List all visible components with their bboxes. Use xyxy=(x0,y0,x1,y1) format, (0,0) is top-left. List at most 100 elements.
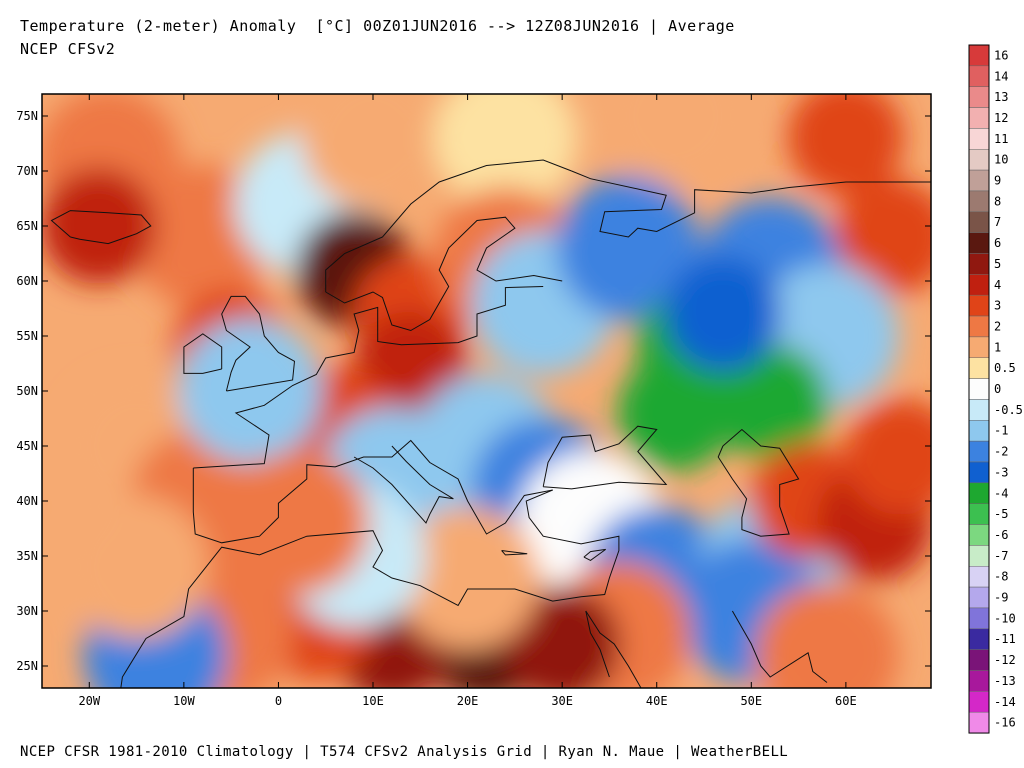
colorbar-swatch xyxy=(968,336,990,358)
coastline xyxy=(583,548,606,561)
lon-tick-label: 60E xyxy=(835,694,857,708)
coastline xyxy=(325,216,563,332)
lat-tick-label: 30N xyxy=(16,604,38,618)
anomaly-region xyxy=(395,506,540,650)
lat-tick-label: 40N xyxy=(16,494,38,508)
colorbar-swatch xyxy=(968,607,990,630)
anomaly-region xyxy=(433,94,578,210)
lat-tick-label: 35N xyxy=(16,549,38,563)
colorbar-swatch xyxy=(968,399,990,421)
anomaly-region xyxy=(504,586,621,688)
colorbar-swatch xyxy=(968,65,990,87)
colorbar-label: 7 xyxy=(994,215,1001,229)
lat-tick-label: 75N xyxy=(16,109,38,123)
coastline xyxy=(501,550,528,556)
colorbar-swatch xyxy=(968,691,990,713)
anomaly-region xyxy=(712,344,829,460)
lon-tick-label: 20W xyxy=(78,694,100,708)
colorbar-label: -11 xyxy=(994,632,1016,646)
colorbar-label: -1 xyxy=(994,424,1008,438)
colorbar-label: -3 xyxy=(994,465,1008,479)
colorbar-label: 16 xyxy=(994,48,1008,62)
anomaly-region xyxy=(225,451,370,595)
colorbar-swatch xyxy=(968,503,990,525)
lon-tick-label: 10E xyxy=(362,694,384,708)
anomaly-field xyxy=(42,94,931,688)
colorbar-swatch xyxy=(968,566,990,588)
coastlines xyxy=(50,159,931,688)
lat-tick-label: 70N xyxy=(16,164,38,178)
colorbar-label: -5 xyxy=(994,507,1008,521)
lon-tick-label: 50E xyxy=(740,694,762,708)
colorbar-label: 4 xyxy=(994,278,1001,292)
anomaly-region xyxy=(178,319,323,463)
lat-tick-label: 45N xyxy=(16,439,38,453)
lat-tick-label: 50N xyxy=(16,384,38,398)
anomaly-region xyxy=(844,399,931,515)
colorbar-label: 1 xyxy=(994,340,1001,354)
coastline xyxy=(120,489,620,688)
coastline xyxy=(353,445,454,524)
coastline xyxy=(183,333,223,374)
anomaly-region xyxy=(664,256,781,372)
anomaly-region xyxy=(754,583,899,688)
colorbar-label: 0.5 xyxy=(994,361,1016,375)
coastline xyxy=(325,159,572,292)
colorbar-swatch xyxy=(968,628,990,650)
anomaly-region xyxy=(42,168,157,284)
colorbar-swatch xyxy=(968,524,990,546)
credit-footer: NCEP CFSR 1981-2010 Climatology | T574 C… xyxy=(20,744,789,760)
anomaly-region xyxy=(787,94,904,196)
colorbar-label: 10 xyxy=(994,153,1008,167)
colorbar-label: -12 xyxy=(994,653,1016,667)
lat-tick-label: 55N xyxy=(16,329,38,343)
colorbar-swatch xyxy=(968,649,990,671)
colorbar-label: -8 xyxy=(994,570,1008,584)
colorbar-label: 3 xyxy=(994,299,1001,313)
colorbar-swatch xyxy=(968,586,990,609)
colorbar-label: -4 xyxy=(994,486,1008,500)
coastline xyxy=(717,428,800,537)
lat-tick-label: 65N xyxy=(16,219,38,233)
colorbar-label: 6 xyxy=(994,236,1001,250)
lon-tick-label: 0 xyxy=(275,694,282,708)
colorbar-swatch xyxy=(968,357,990,379)
colorbar-swatch xyxy=(968,440,990,463)
coastline xyxy=(221,295,296,392)
coastline xyxy=(585,610,610,678)
coastline xyxy=(571,170,931,238)
colorbar-label: 9 xyxy=(994,174,1001,188)
colorbar-label: -13 xyxy=(994,674,1016,688)
colorbar-label: -16 xyxy=(994,716,1016,730)
anomaly-region xyxy=(617,355,734,471)
colorbar-label: -14 xyxy=(994,695,1016,709)
lon-tick-label: 30E xyxy=(551,694,573,708)
anomaly-region xyxy=(64,495,209,639)
colorbar-swatch xyxy=(968,378,990,400)
colorbar-label: 8 xyxy=(994,194,1001,208)
anomaly-region xyxy=(835,179,931,295)
lon-tick-label: 20E xyxy=(457,694,479,708)
colorbar-swatch xyxy=(968,86,990,108)
colorbar-swatch xyxy=(968,315,990,338)
colorbar-label: -6 xyxy=(994,528,1008,542)
map-plot-area xyxy=(41,93,932,689)
colorbar-swatch xyxy=(968,711,990,734)
lat-tick-label: 25N xyxy=(16,659,38,673)
lat-tick-label: 60N xyxy=(16,274,38,288)
lon-tick-label: 10W xyxy=(173,694,195,708)
colorbar-swatch xyxy=(968,294,990,317)
colorbar-frame xyxy=(968,44,990,734)
colorbar-label: 12 xyxy=(994,111,1008,125)
map-title: Temperature (2-meter) Anomaly [°C] 00Z01… xyxy=(20,17,735,35)
colorbar-swatch xyxy=(968,128,990,150)
coastline xyxy=(585,610,653,688)
colorbar-label: 0 xyxy=(994,382,1001,396)
coastline xyxy=(192,439,553,544)
anomaly-region xyxy=(301,94,445,210)
colorbar-label: 14 xyxy=(994,69,1008,83)
colorbar-label: 11 xyxy=(994,132,1008,146)
colorbar-swatch xyxy=(968,274,990,296)
colorbar-swatch xyxy=(968,670,990,692)
colorbar-label: 2 xyxy=(994,319,1001,333)
